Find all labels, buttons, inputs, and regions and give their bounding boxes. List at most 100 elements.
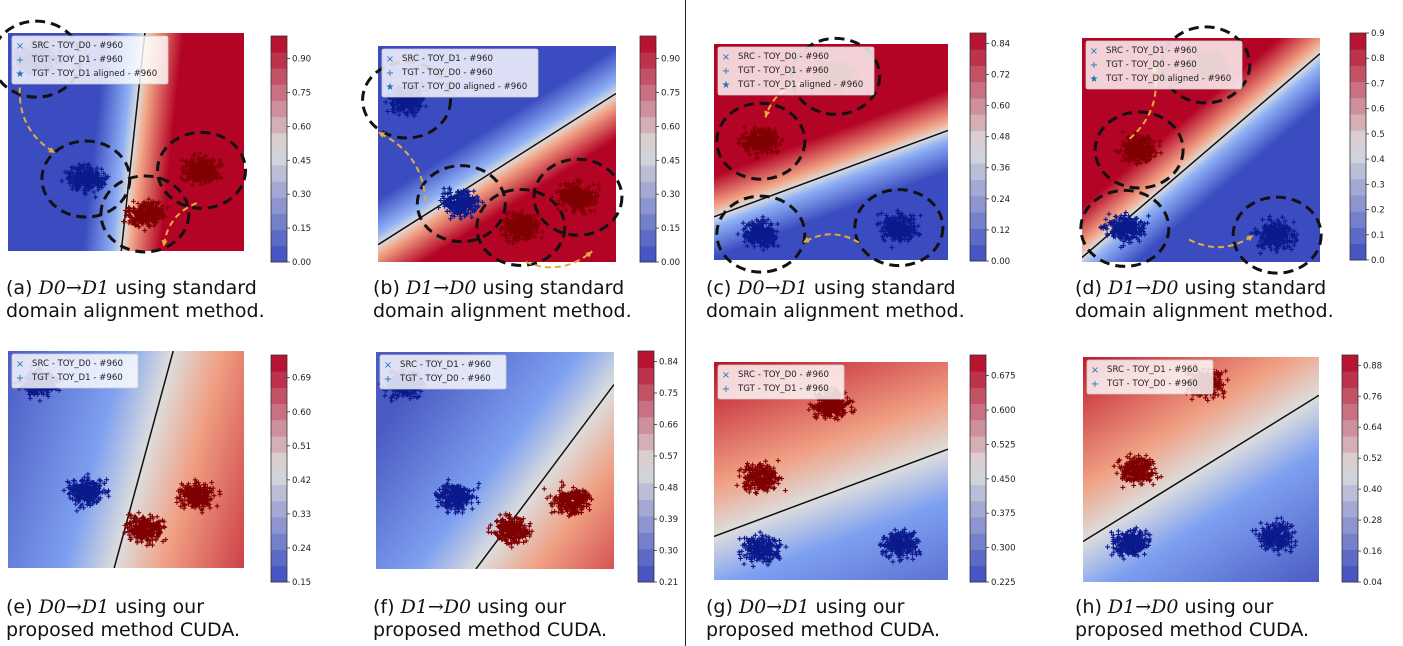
cluster-outline	[99, 174, 191, 254]
colorbar-tick-label: 0.525	[991, 440, 1016, 450]
legend-marker: +	[386, 68, 394, 79]
legend-entry: SRC - TOY_D1 - #960	[1107, 365, 1198, 375]
colorbar-tick-label: 0.42	[292, 476, 311, 486]
colorbar-tick-label: 0.675	[991, 372, 1016, 382]
colorbar-tick-label: 0.84	[991, 39, 1010, 49]
colorbar-tick-label: 0.90	[661, 55, 680, 65]
colorbar-tick-label: 0.1	[1371, 231, 1385, 241]
legend-entry: TGT - TOY_D1 aligned - #960	[737, 80, 863, 90]
legend: × SRC - TOY_D0 - #960 + TGT - TOY_D1 - #960…	[11, 35, 169, 85]
caption-direction: D1→D0	[400, 596, 472, 618]
colorbar-tick-label: 0.375	[991, 509, 1016, 519]
legend-marker: +	[722, 384, 730, 395]
cluster-red	[736, 124, 785, 161]
cluster-blue	[1105, 525, 1153, 562]
colorbar-tick-label: 0.45	[292, 156, 311, 166]
legend: × SRC - TOY_D1 - #960 + TGT - TOY_D0 - #960	[1086, 359, 1214, 395]
caption-label: (e)	[6, 596, 39, 618]
cluster-red	[498, 208, 546, 246]
decision-boundary-line	[1083, 394, 1319, 543]
colorbar-tick-label: 0.45	[661, 156, 680, 166]
colorbar-tick-label: 0.0	[1371, 256, 1385, 266]
cluster-outline	[715, 101, 807, 181]
legend-marker: ×	[722, 370, 730, 381]
colorbar-tick-label: 0.57	[659, 452, 678, 462]
legend-entry: SRC - TOY_D1 - #960	[402, 54, 493, 64]
caption-f: (f) D1→D0 using our proposed method CUDA.	[373, 596, 608, 641]
panel-c: × SRC - TOY_D0 - #960 + TGT - TOY_D1 - #960…	[714, 32, 1010, 274]
caption-direction: D1→D0	[1107, 596, 1179, 618]
cluster-red	[549, 177, 602, 217]
colorbar-tick-label: 0.76	[1363, 392, 1382, 402]
arrow-head	[764, 110, 771, 118]
column-divider	[685, 0, 686, 646]
cluster-blue	[61, 471, 112, 514]
legend-marker: +	[1090, 60, 1098, 71]
colorbar-tick-label: 0.30	[661, 190, 680, 200]
colorbar-tick-label: 0.00	[661, 258, 680, 268]
cluster-outline	[1093, 110, 1185, 190]
colorbar: 0.00 0.15 0.30 0.45 0.60 0.75 0.90	[639, 35, 680, 268]
cluster-red	[806, 386, 858, 422]
colorbar-tick-label: 0.30	[292, 190, 311, 200]
caption-direction: D0→D1	[38, 596, 110, 618]
colorbar-tick-label: 0.16	[1363, 547, 1382, 557]
legend-marker: ×	[722, 52, 730, 63]
decision-boundary-line	[714, 448, 948, 538]
legend: × SRC - TOY_D1 - #960 + TGT - TOY_D0 - #960…	[381, 48, 539, 98]
legend-entry: SRC - TOY_D0 - #960	[738, 52, 829, 62]
caption-h: (h) D1→D0 using our proposed method CUDA.	[1075, 596, 1310, 641]
colorbar-tick-label: 0.450	[991, 475, 1016, 485]
colorbar-tick-label: 0.30	[659, 547, 678, 557]
cluster-blue	[877, 526, 923, 565]
legend-entry: SRC - TOY_D0 - #960	[32, 41, 123, 51]
legend-marker: ×	[1090, 46, 1098, 57]
arrow-head	[48, 147, 56, 153]
colorbar-tick-label: 0.04	[1363, 578, 1382, 588]
cluster-blue	[59, 161, 111, 200]
legend-entry: TGT - TOY_D0 aligned - #960	[1105, 74, 1231, 84]
colorbar-tick-label: 0.15	[292, 224, 311, 234]
legend: × SRC - TOY_D0 - #960 + TGT - TOY_D1 - #960	[717, 364, 845, 400]
caption-a: (a) D0→D1 using standard domain alignment…	[6, 277, 265, 322]
legend: × SRC - TOY_D0 - #960 + TGT - TOY_D1 - #960	[11, 353, 139, 389]
legend-marker: ★	[16, 69, 25, 80]
colorbar-tick-label: 0.72	[991, 70, 1010, 80]
cluster-outline	[715, 194, 807, 274]
legend-marker: ★	[722, 80, 731, 91]
panel-e: × SRC - TOY_D0 - #960 + TGT - TOY_D1 - #960…	[8, 351, 311, 588]
cluster-red	[485, 511, 535, 550]
legend: × SRC - TOY_D1 - #960 + TGT - TOY_D0 - #960…	[1085, 40, 1243, 90]
caption-direction: D0→D1	[38, 277, 110, 299]
panel-h: × SRC - TOY_D1 - #960 + TGT - TOY_D0 - #960…	[1083, 354, 1382, 588]
colorbar-tick-label: 0.3	[1371, 180, 1385, 190]
colorbar-tick-label: 0.7	[1371, 79, 1385, 89]
cluster-red	[121, 196, 171, 233]
panel-d: × SRC - TOY_D1 - #960 + TGT - TOY_D0 - #960…	[1079, 25, 1385, 275]
cluster-red	[122, 510, 169, 548]
colorbar-tick-label: 0.9	[1371, 29, 1385, 39]
legend-marker: ×	[1091, 365, 1099, 376]
panel-b: × SRC - TOY_D1 - #960 + TGT - TOY_D0 - #960…	[361, 35, 680, 269]
cluster-outline	[156, 130, 248, 210]
caption-direction: D0→D1	[738, 596, 810, 618]
legend-entry: TGT - TOY_D1 - #960	[737, 66, 829, 76]
caption-direction: D1→D0	[405, 277, 477, 299]
colorbar: 0.21 0.30 0.39 0.48 0.57 0.66 0.75 0.84	[637, 350, 678, 588]
cluster-outline	[532, 157, 624, 237]
caption-label: (a)	[6, 277, 39, 299]
legend-marker: +	[16, 373, 24, 384]
colorbar-tick-label: 0.75	[292, 89, 311, 99]
colorbar-tick-label: 0.36	[991, 164, 1010, 174]
cluster-blue	[433, 477, 482, 516]
caption-direction: D0→D1	[737, 277, 808, 299]
colorbar-tick-label: 0.21	[659, 578, 678, 588]
colorbar-tick-label: 0.8	[1371, 54, 1385, 64]
colorbar-tick-label: 0.24	[292, 544, 311, 554]
caption-d: (d) D1→D0 using standard domain alignment…	[1075, 277, 1334, 322]
colorbar-tick-label: 0.33	[292, 510, 311, 520]
cluster-red	[174, 477, 223, 516]
cluster-red	[734, 458, 788, 496]
arrow-head	[161, 240, 168, 247]
legend-marker: ×	[16, 359, 24, 370]
